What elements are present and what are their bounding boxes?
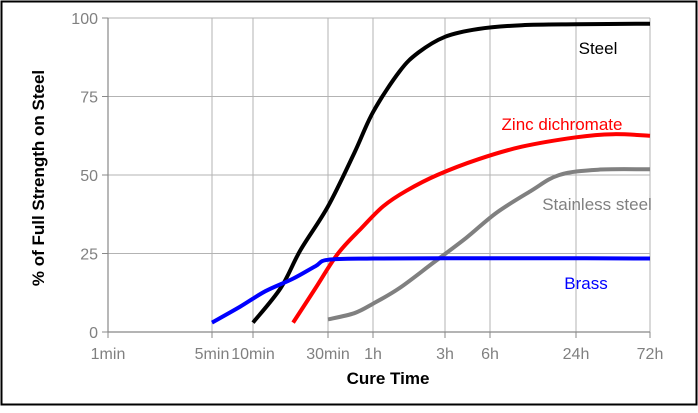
x-tick-label: 10min <box>231 346 275 363</box>
series-label-steel: Steel <box>579 39 618 58</box>
axes-layer <box>102 17 651 338</box>
series-layer <box>211 21 651 325</box>
x-tick-label: 5min <box>195 346 230 363</box>
x-tick-label: 1h <box>364 346 382 363</box>
y-tick-label: 50 <box>80 168 98 185</box>
x-tick-label: 30min <box>306 346 350 363</box>
y-tick-label: 75 <box>80 90 98 107</box>
y-tick-label: 100 <box>71 11 98 28</box>
x-tick-label: 72h <box>637 346 664 363</box>
labels-layer: 0 25 50 75 100 1min 5min 10min 30min 1h 3h 6h 24h 72h… <box>71 11 663 363</box>
series-label-zinc-dichromate: Zinc dichromate <box>502 115 623 134</box>
series-line-zinc-dichromate <box>291 132 651 324</box>
series-label-stainless-steel: Stainless steel <box>542 195 652 214</box>
x-tick-label: 1min <box>91 346 126 363</box>
y-axis-label: % of Full Strength on Steel <box>29 70 48 286</box>
x-tick-label: 6h <box>481 346 499 363</box>
series-line-brass <box>211 256 651 325</box>
y-tick-label: 25 <box>80 247 98 264</box>
series-line-steel <box>251 21 651 324</box>
series-label-brass: Brass <box>564 274 607 293</box>
grid-layer <box>107 17 651 332</box>
y-tick-label: 0 <box>89 325 98 342</box>
x-axis-label: Cure Time <box>347 369 430 388</box>
series-line-stainless-steel <box>327 167 651 322</box>
x-tick-label: 24h <box>563 346 590 363</box>
x-tick-label: 3h <box>436 346 454 363</box>
